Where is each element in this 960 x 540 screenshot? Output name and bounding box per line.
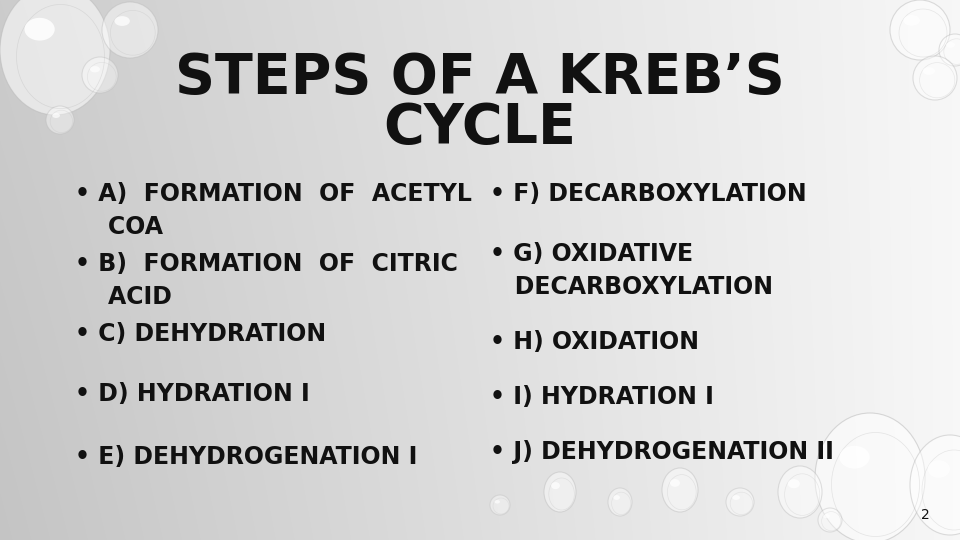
Ellipse shape	[839, 446, 870, 469]
Ellipse shape	[910, 435, 960, 535]
Text: • D) HYDRATION I: • D) HYDRATION I	[75, 382, 310, 406]
Ellipse shape	[732, 495, 740, 500]
Ellipse shape	[903, 15, 920, 26]
Text: • C) DEHYDRATION: • C) DEHYDRATION	[75, 322, 326, 346]
Text: 2: 2	[922, 508, 930, 522]
Ellipse shape	[90, 66, 100, 72]
Text: • G) OXIDATIVE
   DECARBOXYLATION: • G) OXIDATIVE DECARBOXYLATION	[490, 242, 773, 299]
Ellipse shape	[890, 0, 950, 60]
Ellipse shape	[46, 106, 74, 134]
Ellipse shape	[913, 56, 957, 100]
Ellipse shape	[490, 495, 510, 515]
Ellipse shape	[494, 500, 500, 503]
Text: CYCLE: CYCLE	[383, 101, 577, 155]
Ellipse shape	[939, 34, 960, 66]
Text: • J) DEHYDROGENATION II: • J) DEHYDROGENATION II	[490, 440, 834, 464]
Ellipse shape	[662, 468, 698, 512]
Text: • F) DECARBOXYLATION: • F) DECARBOXYLATION	[490, 182, 806, 206]
Ellipse shape	[24, 18, 55, 40]
Ellipse shape	[114, 16, 130, 26]
Text: • I) HYDRATION I: • I) HYDRATION I	[490, 385, 714, 409]
Ellipse shape	[788, 479, 800, 488]
Ellipse shape	[551, 482, 560, 489]
Ellipse shape	[923, 67, 935, 75]
Ellipse shape	[815, 413, 925, 540]
Ellipse shape	[947, 42, 955, 48]
Ellipse shape	[102, 2, 158, 58]
Ellipse shape	[52, 113, 60, 118]
Ellipse shape	[927, 460, 949, 478]
Text: • A)  FORMATION  OF  ACETYL
    COA: • A) FORMATION OF ACETYL COA	[75, 182, 472, 239]
Text: • H) OXIDATION: • H) OXIDATION	[490, 330, 699, 354]
Ellipse shape	[824, 514, 830, 518]
Ellipse shape	[818, 508, 842, 532]
Ellipse shape	[82, 57, 118, 93]
Ellipse shape	[726, 488, 754, 516]
Ellipse shape	[608, 488, 632, 516]
Ellipse shape	[613, 495, 620, 500]
Ellipse shape	[778, 466, 822, 518]
Ellipse shape	[544, 472, 576, 512]
Text: • E) DEHYDROGENATION I: • E) DEHYDROGENATION I	[75, 445, 418, 469]
Ellipse shape	[670, 479, 680, 487]
Text: STEPS OF A KREB’S: STEPS OF A KREB’S	[175, 51, 785, 105]
Text: • B)  FORMATION  OF  CITRIC
    ACID: • B) FORMATION OF CITRIC ACID	[75, 252, 458, 308]
Ellipse shape	[0, 0, 110, 115]
